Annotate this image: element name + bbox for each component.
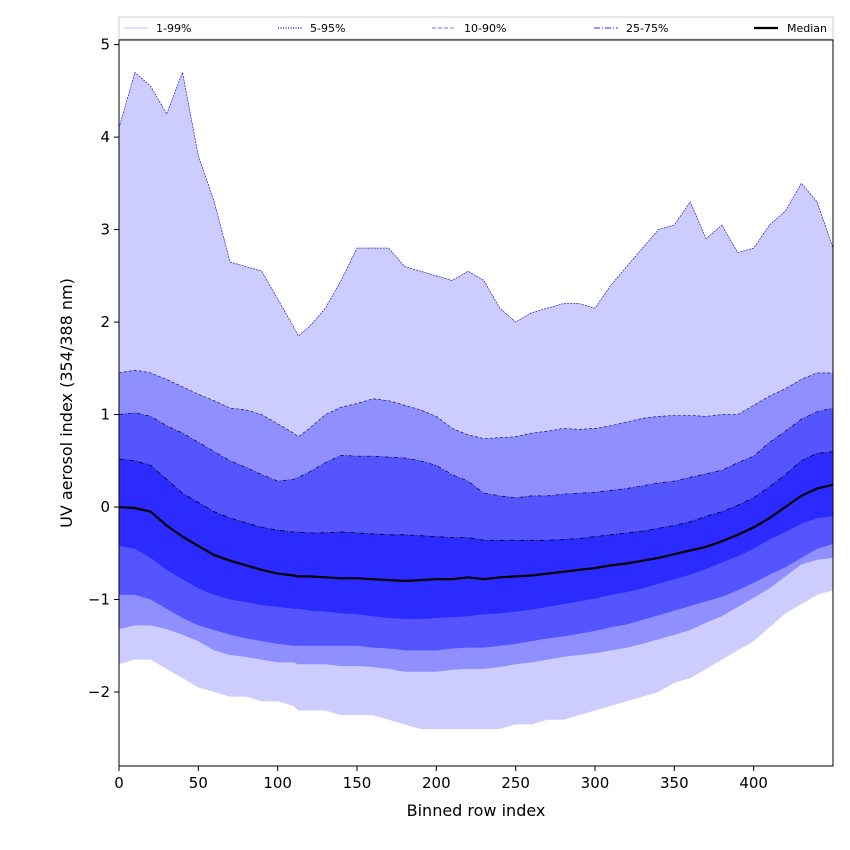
legend-label: 5-95% [310,22,345,35]
legend: 1-99% 5-95% 10-90% 25-75% Median [118,16,834,40]
band-edge-25-75pct [119,451,833,541]
y-axis-label: UV aerosol index (354/388 nm) [57,278,76,528]
series-lines [119,71,833,583]
legend-label: Median [787,22,827,35]
percentile-bands [119,72,833,729]
x-tick-label: 100 [263,774,292,792]
y-tick-label: 4 [100,128,110,146]
y-tick-label: 5 [100,36,110,54]
y-tick-label: −2 [88,683,110,701]
plot-frame [118,39,834,767]
y-tick-label: 3 [100,221,110,239]
series-line-median [119,483,833,583]
x-axis-label: Binned row index [407,801,546,820]
y-tick-label: 2 [100,313,110,331]
x-tick-label: 200 [422,774,451,792]
y-tick-label: 1 [100,406,110,424]
legend-box [118,16,834,40]
x-tick-label: 50 [189,774,208,792]
x-tick-label: 150 [343,774,372,792]
x-tick-label: 0 [114,774,124,792]
y-tick-label: −1 [88,591,110,609]
y-axis-ticks: −2 −1 0 1 2 3 4 5 [88,36,119,701]
x-tick-label: 400 [739,774,768,792]
x-tick-label: 350 [660,774,689,792]
x-axis-ticks: 0 50 100 150 200 250 300 350 400 [114,766,768,792]
legend-label: 10-90% [464,22,506,35]
y-tick-label: 0 [100,498,110,516]
x-tick-label: 300 [581,774,610,792]
legend-label: 1-99% [156,22,191,35]
x-tick-label: 250 [501,774,530,792]
band-edge-5-95pct [119,369,833,439]
legend-label: 25-75% [626,22,668,35]
